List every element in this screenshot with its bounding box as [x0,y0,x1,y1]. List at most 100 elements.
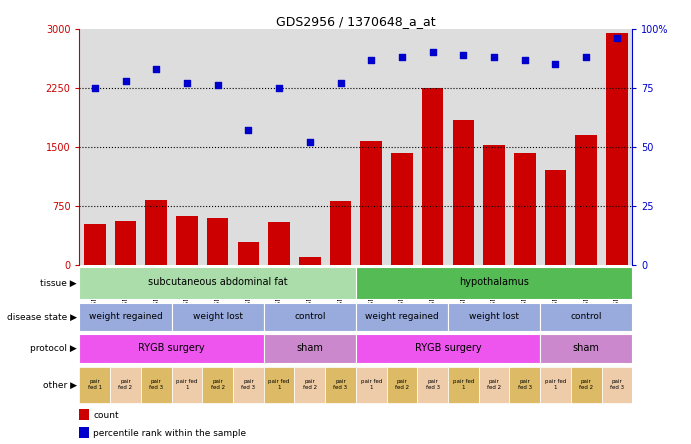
Point [89,84,100,91]
Text: sham: sham [573,343,600,353]
Point [550,61,561,68]
Bar [356,267,632,299]
Bar [171,367,202,404]
Point [304,139,315,146]
Point [182,79,193,87]
Bar [176,216,198,265]
Text: hypothalamus: hypothalamus [459,277,529,287]
Bar [479,367,509,404]
Point [427,49,438,56]
Bar [417,367,448,404]
Point [274,84,285,91]
Text: subcutaneous abdominal fat: subcutaneous abdominal fat [148,277,287,287]
Text: pair fed
1: pair fed 1 [453,379,474,390]
Bar [448,367,479,404]
Text: pair
fed 3: pair fed 3 [149,379,163,390]
Bar [264,303,356,331]
Bar [79,367,110,404]
Bar [233,367,264,404]
Bar [79,409,89,420]
Bar [391,153,413,265]
Bar [84,224,106,265]
Bar [361,141,382,265]
Bar [325,367,356,404]
Bar [79,267,356,299]
Point [335,79,346,87]
Text: pair fed
1: pair fed 1 [176,379,198,390]
Text: pair fed
1: pair fed 1 [361,379,382,390]
Point [612,35,623,42]
Text: percentile rank within the sample: percentile rank within the sample [93,429,247,438]
Text: weight lost: weight lost [469,312,519,321]
Text: disease state ▶: disease state ▶ [7,313,77,321]
Point [151,65,162,72]
Bar [576,135,597,265]
Text: control: control [571,312,602,321]
Bar [110,367,141,404]
Text: pair
fed 1: pair fed 1 [88,379,102,390]
Bar [448,303,540,331]
Bar [299,257,321,265]
Title: GDS2956 / 1370648_a_at: GDS2956 / 1370648_a_at [276,15,436,28]
Bar [356,303,448,331]
Bar [514,153,536,265]
Point [489,54,500,61]
Bar [264,367,294,404]
Bar [79,334,264,363]
Bar [79,303,171,331]
Point [243,127,254,134]
Text: protocol ▶: protocol ▶ [30,344,77,353]
Bar [171,303,264,331]
Text: pair
fed 3: pair fed 3 [241,379,256,390]
Point [580,54,591,61]
Text: RYGB surgery: RYGB surgery [415,343,482,353]
Text: weight regained: weight regained [365,312,439,321]
Bar [422,88,444,265]
Text: pair
fed 2: pair fed 2 [118,379,133,390]
Bar [330,201,351,265]
Text: count: count [93,411,119,420]
Text: pair
fed 2: pair fed 2 [579,379,594,390]
Bar [356,334,540,363]
Text: sham: sham [296,343,323,353]
Text: pair fed
1: pair fed 1 [268,379,290,390]
Bar [540,303,632,331]
Point [212,82,223,89]
Bar [606,33,627,265]
Bar [540,367,571,404]
Bar [115,221,136,265]
Bar [602,367,632,404]
Text: pair
fed 2: pair fed 2 [395,379,409,390]
Bar [268,222,290,265]
Text: tissue ▶: tissue ▶ [40,278,77,287]
Bar [79,427,89,438]
Bar [571,367,602,404]
Bar [146,199,167,265]
Bar [540,334,632,363]
Bar [207,218,229,265]
Text: pair
fed 2: pair fed 2 [487,379,501,390]
Text: pair
fed 3: pair fed 3 [518,379,532,390]
Text: pair
fed 3: pair fed 3 [610,379,624,390]
Bar [453,120,474,265]
Bar [264,334,356,363]
Bar [356,367,386,404]
Point [120,77,131,84]
Point [519,56,530,63]
Text: pair fed
1: pair fed 1 [545,379,566,390]
Point [366,56,377,63]
Bar [545,170,566,265]
Text: pair
fed 2: pair fed 2 [211,379,225,390]
Text: control: control [294,312,325,321]
Text: other ▶: other ▶ [43,381,77,389]
Bar [294,367,325,404]
Text: pair
fed 3: pair fed 3 [334,379,348,390]
Bar [238,242,259,265]
Point [397,54,408,61]
Text: pair
fed 2: pair fed 2 [303,379,317,390]
Point [458,51,469,58]
Text: RYGB surgery: RYGB surgery [138,343,205,353]
Bar [483,145,505,265]
Bar [141,367,171,404]
Bar [509,367,540,404]
